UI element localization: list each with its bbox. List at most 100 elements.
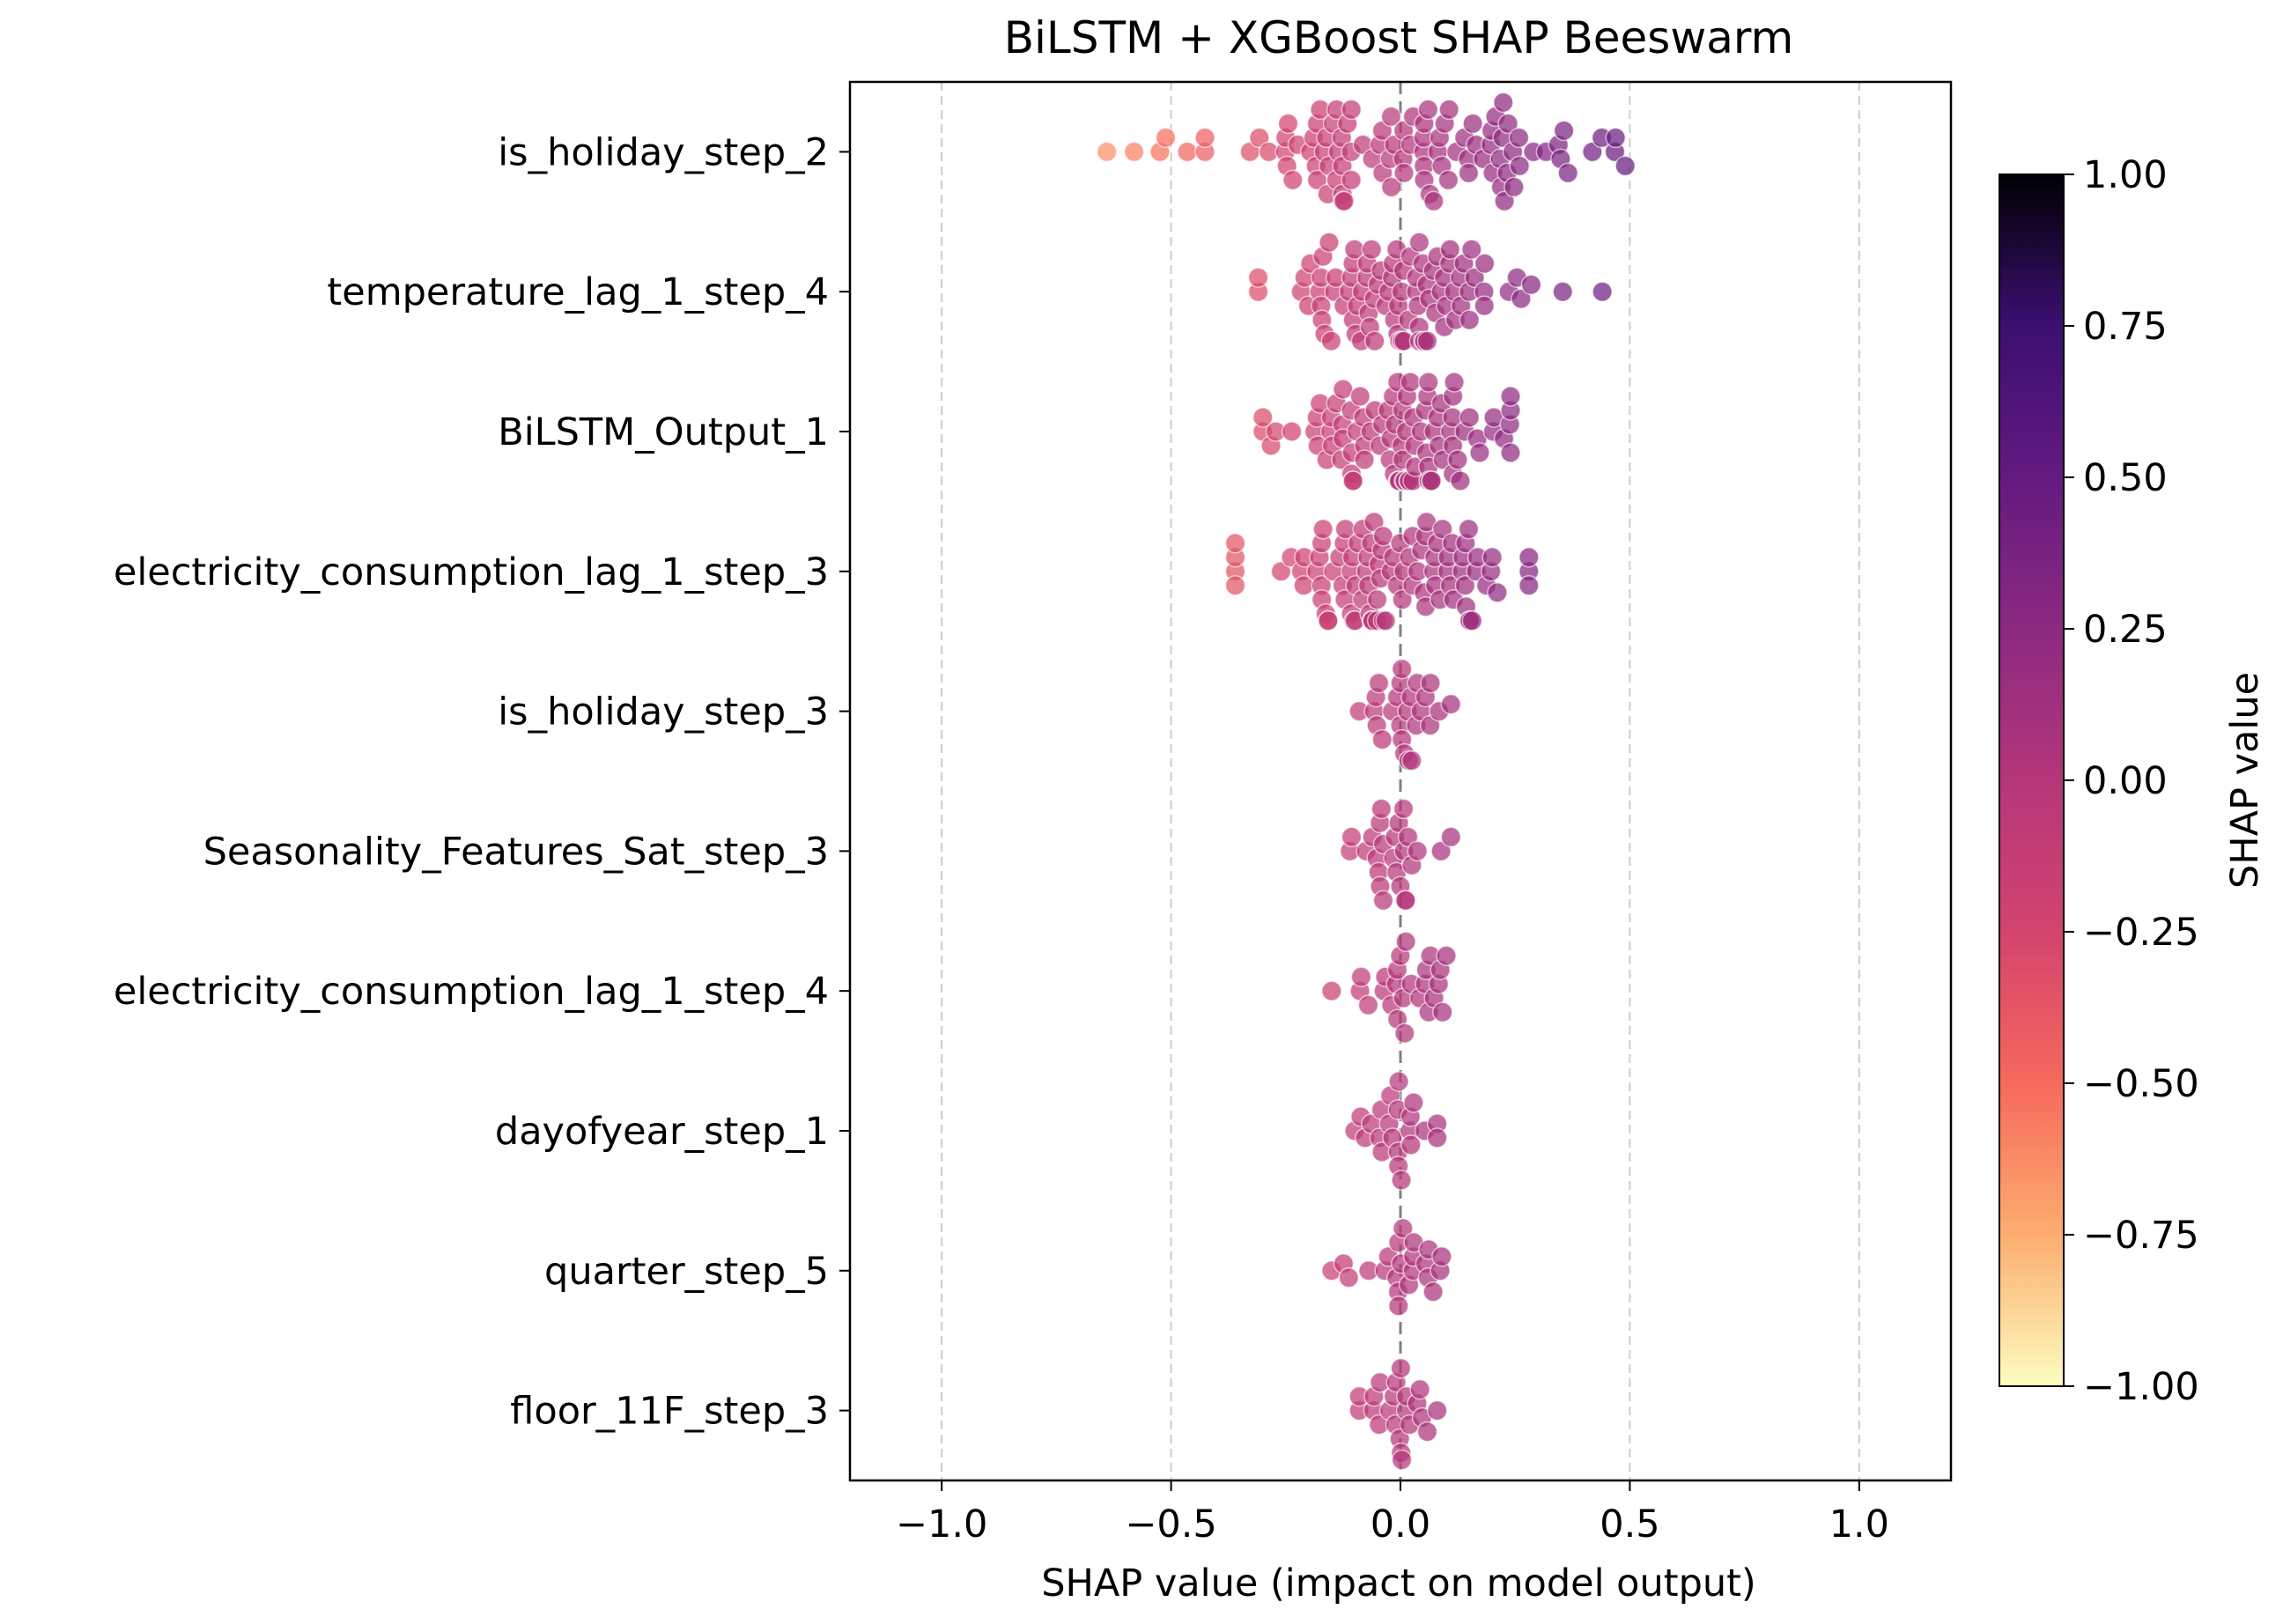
shap-point bbox=[1426, 1399, 1448, 1421]
shap-point bbox=[1520, 274, 1542, 295]
shap-point bbox=[1518, 547, 1540, 568]
feature-label: is_holiday_step_2 bbox=[498, 130, 829, 174]
shap-point bbox=[1341, 169, 1362, 191]
colorbar-tick-label: 0.00 bbox=[2083, 759, 2168, 803]
feature-label: BiLSTM_Output_1 bbox=[498, 410, 829, 454]
shap-point bbox=[1155, 127, 1177, 149]
shap-point bbox=[1430, 840, 1452, 862]
shap-point bbox=[1391, 1170, 1412, 1191]
feature-label: electricity_consumption_lag_1_step_4 bbox=[114, 970, 829, 1014]
shap-point bbox=[1469, 442, 1490, 463]
shap-point bbox=[1438, 99, 1459, 121]
shap-point bbox=[1393, 798, 1415, 820]
gridlines bbox=[941, 82, 1860, 1480]
shap-point bbox=[1431, 1246, 1452, 1267]
shap-point bbox=[1421, 470, 1442, 491]
shap-point bbox=[1320, 330, 1342, 351]
shap-point bbox=[1372, 526, 1394, 547]
shap-point bbox=[1224, 575, 1246, 596]
shap-point bbox=[1459, 407, 1481, 428]
shap-point bbox=[1270, 561, 1292, 582]
shap-point bbox=[1557, 162, 1578, 184]
shap-point bbox=[1409, 1378, 1430, 1400]
shap-point bbox=[1500, 442, 1521, 463]
feature-label: quarter_step_5 bbox=[544, 1250, 829, 1294]
shap-point bbox=[1422, 1281, 1444, 1303]
colorbar-ticks: 1.00 0.75 0.50 0.25 0.00 −0.25 −0.50 −0.75 −1.00 bbox=[2064, 153, 2199, 1409]
shap-point bbox=[1252, 407, 1274, 428]
shap-point bbox=[1123, 141, 1145, 163]
shap-point bbox=[1481, 547, 1503, 568]
shap-point bbox=[1614, 155, 1636, 177]
shap-point bbox=[1224, 533, 1246, 554]
shap-point bbox=[1380, 106, 1402, 128]
feature-label: is_holiday_step_3 bbox=[498, 690, 829, 734]
shap-point bbox=[1393, 1218, 1414, 1239]
shap-point bbox=[1319, 232, 1340, 253]
colorbar-tick-label: −0.25 bbox=[2083, 911, 2199, 955]
x-axis-label: SHAP value (impact on model output) bbox=[1041, 1561, 1756, 1606]
colorbar-tick-label: 0.25 bbox=[2083, 608, 2168, 652]
colorbar-label: SHAP value bbox=[2223, 672, 2267, 889]
x-tick-label: 0.0 bbox=[1371, 1502, 1430, 1546]
x-tick-label: 0.5 bbox=[1600, 1502, 1659, 1546]
shap-point bbox=[1096, 141, 1118, 163]
shap-point bbox=[1375, 610, 1396, 631]
shap-point bbox=[1334, 190, 1355, 212]
shap-point bbox=[1281, 421, 1303, 442]
shap-point bbox=[1440, 693, 1462, 715]
x-tick-label: −1.0 bbox=[896, 1502, 987, 1546]
shap-point bbox=[1349, 386, 1371, 407]
shap-point bbox=[1338, 1267, 1360, 1288]
shap-point bbox=[1392, 589, 1413, 610]
shap-point bbox=[1508, 127, 1530, 149]
shap-point bbox=[1426, 1127, 1448, 1148]
colorbar-tick-label: 0.75 bbox=[2083, 305, 2168, 349]
shap-point bbox=[1380, 176, 1402, 198]
shap-point bbox=[1440, 826, 1462, 848]
feature-label: electricity_consumption_lag_1_step_3 bbox=[114, 550, 829, 594]
shap-point bbox=[1474, 295, 1495, 316]
shap-point bbox=[1439, 239, 1461, 260]
shap-point bbox=[1436, 945, 1457, 966]
shap-point bbox=[1371, 728, 1393, 750]
x-tick-label: 1.0 bbox=[1829, 1502, 1889, 1546]
shap-point bbox=[1432, 519, 1453, 540]
shap-point bbox=[1388, 1296, 1409, 1317]
shap-point bbox=[1318, 610, 1339, 631]
shap-point bbox=[1277, 113, 1299, 135]
shap-point bbox=[1372, 890, 1394, 912]
shap-point bbox=[1464, 267, 1485, 288]
shap-point bbox=[1504, 176, 1525, 198]
x-tick-label: −0.5 bbox=[1125, 1502, 1216, 1546]
shap-point bbox=[1400, 1134, 1422, 1155]
shap-point bbox=[1342, 470, 1364, 491]
colorbar-tick-label: −0.75 bbox=[2083, 1214, 2199, 1258]
shap-point bbox=[1407, 840, 1428, 862]
shap-point bbox=[1366, 589, 1388, 610]
shap-point bbox=[1371, 798, 1393, 820]
shap-point bbox=[1459, 309, 1481, 330]
shap-point bbox=[1321, 980, 1342, 1001]
shap-point bbox=[1552, 281, 1573, 302]
shap-point bbox=[1357, 994, 1379, 1015]
shap-point bbox=[1401, 749, 1422, 771]
shap-point bbox=[1395, 931, 1416, 952]
feature-label: temperature_lag_1_step_4 bbox=[327, 270, 829, 314]
shap-point bbox=[1194, 127, 1215, 149]
shap-point bbox=[1447, 449, 1468, 470]
shap-point bbox=[1403, 1092, 1424, 1113]
shap-point bbox=[1458, 162, 1480, 184]
colorbar-tick-label: 1.00 bbox=[2083, 153, 2168, 197]
shap-point bbox=[1493, 92, 1514, 114]
shap-point bbox=[1454, 575, 1476, 596]
shap-point bbox=[1432, 1001, 1453, 1022]
shap-point bbox=[1363, 330, 1385, 351]
shap-point bbox=[1416, 330, 1438, 351]
shap-point bbox=[1388, 1071, 1409, 1092]
shap-point bbox=[1312, 519, 1334, 540]
shap-point bbox=[1400, 372, 1421, 393]
shap-point bbox=[1511, 288, 1532, 309]
shap-point bbox=[1368, 672, 1390, 694]
